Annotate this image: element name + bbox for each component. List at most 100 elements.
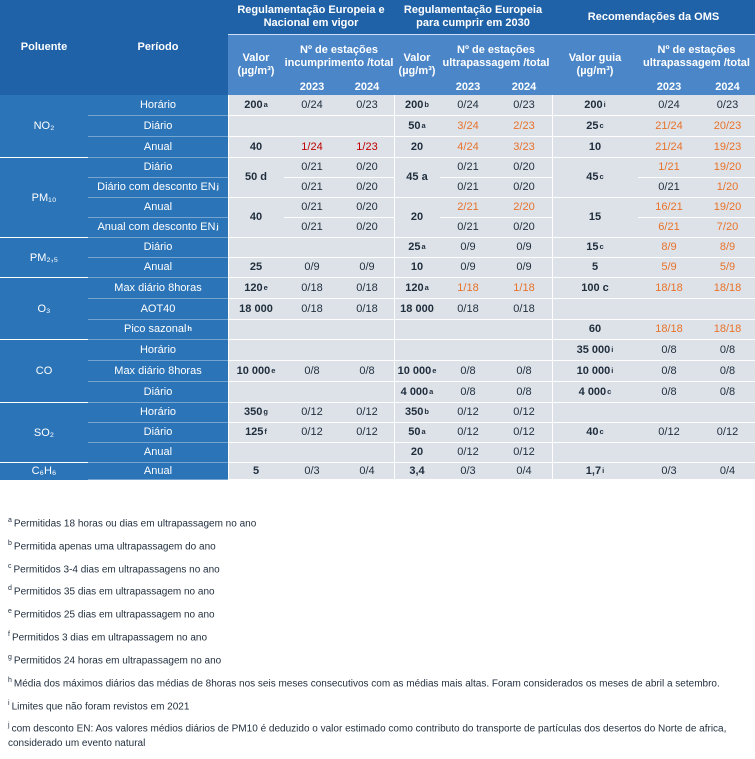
station-count: 0/9: [460, 241, 476, 254]
value-cell-a24: 0/20: [340, 218, 394, 238]
periodo-label: Diário com desconto EN: [97, 181, 216, 194]
value-cell-c23: [638, 443, 700, 463]
value-cell-a24: 0/12: [340, 423, 394, 443]
pollutant-label: PM₂,₅: [29, 251, 59, 264]
value-cell-v2: 3,4: [394, 463, 440, 480]
limit-value: 10: [410, 261, 424, 274]
limit-value: 5: [252, 464, 260, 477]
header-periodo: Período: [88, 0, 228, 95]
value-cell-b24: [496, 340, 552, 361]
table-header: Poluente Período Regulamentação Europeia e…: [0, 0, 755, 95]
value-cell-v3: [552, 443, 638, 463]
value-cell-v2: 50 a: [394, 423, 440, 443]
station-count: 0/8: [516, 385, 532, 398]
station-count: 0/20: [356, 221, 378, 234]
footnote-ref: c: [599, 172, 604, 182]
periodo-cell: Pico sazonal h: [88, 320, 228, 340]
footnote-item: f Permitidos 3 dias em ultrapassagem no a…: [8, 630, 748, 646]
station-count: 19/20: [713, 201, 742, 214]
footnote-ref: e: [432, 365, 437, 375]
value-cell-b24: 0/12: [496, 423, 552, 443]
footnote-ref: a: [263, 99, 268, 109]
pollutant-pm10: PM₁₀: [0, 158, 88, 238]
station-count: 0/23: [513, 98, 535, 111]
footnote-item: d Permitidos 35 dias em ultrapassagem no …: [8, 584, 748, 600]
station-count: 20/23: [713, 119, 742, 132]
value-cell-c24: [700, 299, 755, 320]
pollutant-c6h6: C₆H₆: [0, 463, 88, 480]
limit-value: 45 a: [406, 171, 428, 184]
pollutant-co: CO: [0, 340, 88, 403]
value-cell-v3: 15: [552, 198, 638, 238]
footnote-ref: c: [599, 427, 604, 437]
value-cell-c23: 18/18: [638, 320, 700, 340]
footnote-ref: a: [421, 242, 426, 252]
value-cell-v1: 10 000 e: [228, 361, 284, 382]
value-cell-c23: 1/21: [638, 158, 700, 178]
station-count: 0/23: [356, 98, 378, 111]
limit-value: 25: [586, 119, 599, 132]
periodo-cell: Diário: [88, 382, 228, 403]
value-cell-a24: 0/18: [340, 278, 394, 299]
value-cell-v1: 50 d: [228, 158, 284, 198]
value-cell-v3: 15 c: [552, 238, 638, 258]
footnote-marker: j: [8, 722, 10, 730]
limit-value: 20: [410, 446, 424, 459]
limit-value: 350: [244, 406, 263, 419]
value-cell-c23: 0/8: [638, 361, 700, 382]
footnote-ref: i: [603, 99, 606, 109]
station-count: 0/18: [457, 302, 479, 315]
value-cell-c24: 19/20: [700, 198, 755, 218]
limit-value: 1,7: [585, 464, 602, 477]
periodo-label: Diário: [143, 241, 173, 254]
value-cell-a24: 0/4: [340, 463, 394, 480]
value-cell-b23: 0/12: [440, 403, 496, 423]
value-cell-b24: 2/20: [496, 198, 552, 218]
station-count: 3/23: [513, 140, 535, 153]
header-2024-2030: 2024: [496, 79, 552, 95]
value-cell-b24: 0/18: [496, 299, 552, 320]
value-cell-c24: 8/9: [700, 238, 755, 258]
value-cell-c23: 0/24: [638, 95, 700, 116]
header-2024-current: 2024: [340, 79, 394, 95]
limit-value: 100 c: [581, 281, 609, 294]
station-count: 0/8: [719, 343, 736, 356]
periodo-label: Max diário 8horas: [114, 364, 202, 377]
value-cell-c23: [638, 403, 700, 423]
value-cell-b24: 0/4: [496, 463, 552, 480]
station-count: 1/18: [513, 281, 535, 294]
value-cell-c24: 0/8: [700, 340, 755, 361]
value-cell-v2: 10: [394, 258, 440, 278]
header-incumprimento-text: Nº de estações incumprimento /total: [284, 43, 394, 69]
value-cell-v3: [552, 403, 638, 423]
limit-value: 15: [586, 241, 599, 254]
periodo-label: Anual: [143, 464, 173, 477]
periodo-label: Diário: [143, 161, 173, 174]
column-divider: [552, 95, 553, 480]
periodo-label: Diário: [143, 385, 173, 398]
limit-value: 15: [588, 211, 602, 224]
value-cell-v2: 25 a: [394, 238, 440, 258]
value-cell-c23: 0/3: [638, 463, 700, 480]
station-count: 7/20: [716, 221, 739, 234]
value-cell-v2: 20: [394, 198, 440, 238]
pollutant-label: PM₁₀: [31, 191, 57, 204]
value-cell-v1: [228, 116, 284, 137]
periodo-cell: Anual: [88, 443, 228, 463]
column-divider: [394, 95, 395, 480]
periodo-cell: Diário: [88, 423, 228, 443]
footnote-marker: i: [8, 699, 10, 707]
value-cell-a23: 0/21: [284, 198, 340, 218]
header-valor-2030: Valor (µg/m³): [394, 34, 440, 95]
value-cell-b23: 4/24: [440, 137, 496, 158]
value-cell-c24: 18/18: [700, 278, 755, 299]
footnote-ref: b: [424, 407, 429, 417]
value-cell-b23: 0/21: [440, 218, 496, 238]
station-count: 0/3: [304, 464, 320, 477]
value-cell-v3: 200 i: [552, 95, 638, 116]
station-count: 0/8: [661, 364, 677, 377]
header-2023-current-text: 2023: [299, 80, 325, 93]
value-cell-b24: 0/8: [496, 361, 552, 382]
value-cell-v2: 18 000: [394, 299, 440, 320]
station-count: 3/24: [457, 119, 479, 132]
